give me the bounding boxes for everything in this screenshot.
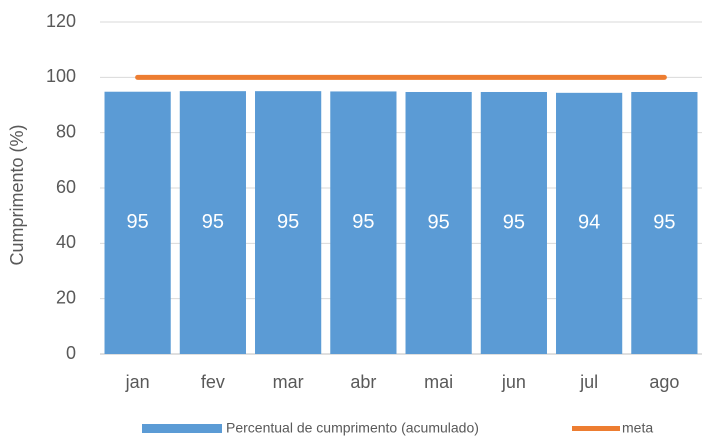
y-tick-label: 20: [56, 287, 76, 307]
bar: [556, 92, 623, 355]
y-tick-label: 120: [46, 11, 76, 31]
y-tick-label: 60: [56, 177, 76, 197]
value-label: 95: [352, 211, 374, 233]
bar: [179, 91, 246, 355]
y-axis-label: Cumprimento (%): [7, 124, 27, 265]
bar: [405, 91, 472, 354]
legend-swatch: [142, 424, 222, 433]
y-tick-label: 0: [66, 343, 76, 363]
y-tick-label: 80: [56, 121, 76, 141]
value-label: 95: [277, 211, 299, 233]
value-label: 95: [653, 211, 675, 233]
y-tick-label: 40: [56, 232, 76, 252]
bar: [330, 91, 397, 355]
value-label: 94: [578, 212, 600, 234]
bar: [104, 91, 171, 354]
x-tick-label: jan: [125, 372, 150, 392]
x-tick-label: jun: [501, 372, 526, 392]
legend-text: Percentual de cumprimento (acumulado): [226, 420, 479, 436]
value-label: 95: [428, 211, 450, 233]
value-label: 95: [202, 211, 224, 233]
x-tick-label: jul: [579, 372, 598, 392]
x-tick-label: ago: [649, 372, 679, 392]
x-tick-label: abr: [350, 372, 376, 392]
legend-text: meta: [622, 420, 653, 436]
y-tick-label: 100: [46, 66, 76, 86]
x-tick-label: mai: [424, 372, 453, 392]
bar: [480, 91, 547, 354]
x-tick-label: fev: [201, 372, 225, 392]
bar: [631, 91, 698, 354]
x-tick-label: mar: [273, 372, 304, 392]
bar: [255, 91, 322, 355]
value-label: 95: [127, 211, 149, 233]
value-label: 95: [503, 211, 525, 233]
